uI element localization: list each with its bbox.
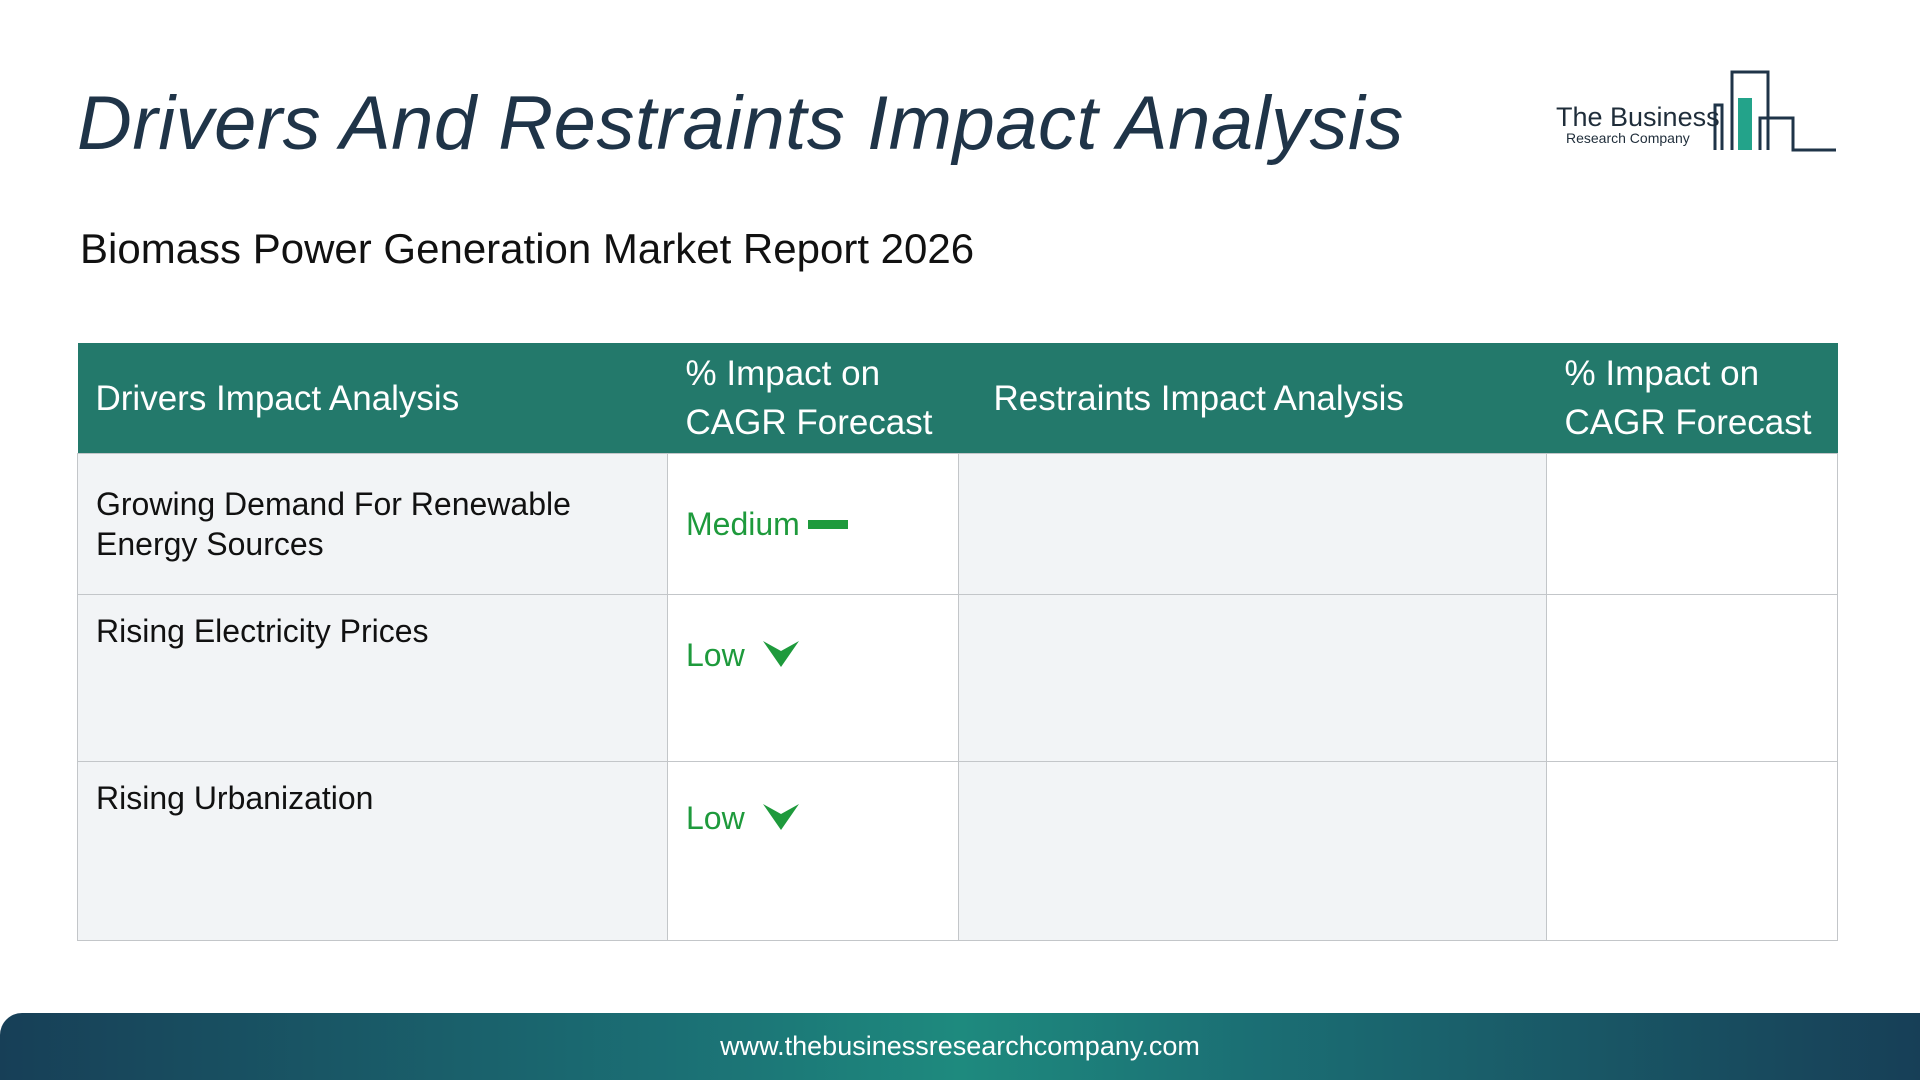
impact-label: Low — [686, 637, 745, 673]
restraint-cell — [958, 453, 1547, 595]
table-row: Rising Electricity Prices Low — [77, 594, 1838, 762]
driver-cell: Rising Electricity Prices — [77, 594, 668, 762]
footer-bar: www.thebusinessresearchcompany.com — [0, 1013, 1920, 1080]
chevron-down-icon — [762, 803, 799, 830]
logo-text-line2: Research Company — [1566, 130, 1690, 146]
impact-cell: Medium — [667, 453, 959, 595]
dash-icon — [807, 520, 848, 530]
chevron-down-icon — [762, 640, 799, 667]
restraint-impact-cell — [1546, 453, 1838, 595]
page-title: Drivers And Restraints Impact Analysis — [77, 81, 1404, 166]
restraint-impact-cell — [1546, 761, 1838, 941]
restraint-cell — [958, 761, 1547, 941]
logo-text-line1: The Business — [1556, 102, 1720, 132]
restraint-impact-cell — [1546, 594, 1838, 762]
driver-cell: Growing Demand For Renewable Energy Sour… — [77, 453, 668, 595]
table-row: Growing Demand For Renewable Energy Sour… — [77, 453, 1838, 595]
footer-url-link[interactable]: www.thebusinessresearchcompany.com — [720, 1031, 1200, 1061]
impact-label: Low — [686, 800, 745, 836]
table-row: Rising Urbanization Low — [77, 761, 1838, 941]
column-header-drivers: Drivers Impact Analysis — [77, 343, 668, 454]
report-subtitle: Biomass Power Generation Market Report 2… — [80, 225, 975, 272]
impact-cell: Low — [667, 594, 959, 762]
restraint-cell — [958, 594, 1547, 762]
impact-label: Medium — [686, 506, 800, 542]
column-header-restraint-impact: % Impact on CAGR Forecast — [1546, 343, 1838, 454]
driver-cell: Rising Urbanization — [77, 761, 668, 941]
company-logo: The Business Research Company — [1550, 60, 1840, 160]
table-header-row: Drivers Impact Analysis % Impact on CAGR… — [77, 343, 1838, 454]
column-header-driver-impact: % Impact on CAGR Forecast — [667, 343, 959, 454]
impact-analysis-table: Drivers Impact Analysis % Impact on CAGR… — [77, 343, 1838, 941]
impact-cell: Low — [667, 761, 959, 941]
column-header-restraints: Restraints Impact Analysis — [958, 343, 1547, 454]
logo-bars-icon — [1713, 70, 1836, 152]
